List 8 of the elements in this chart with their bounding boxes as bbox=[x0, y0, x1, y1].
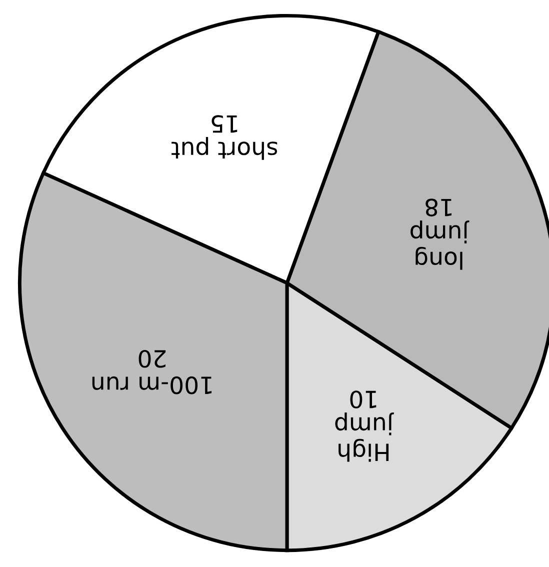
slice-label: long jump bbox=[410, 220, 470, 270]
data-label: 10 bbox=[350, 390, 376, 408]
slice-label: High jump bbox=[335, 412, 394, 462]
slice-label: 100-m run bbox=[92, 376, 212, 394]
data-label: 18 bbox=[426, 198, 452, 216]
slice-label: short put bbox=[172, 136, 278, 160]
data-label: 15 bbox=[212, 115, 238, 133]
data-label: 20 bbox=[138, 350, 166, 368]
